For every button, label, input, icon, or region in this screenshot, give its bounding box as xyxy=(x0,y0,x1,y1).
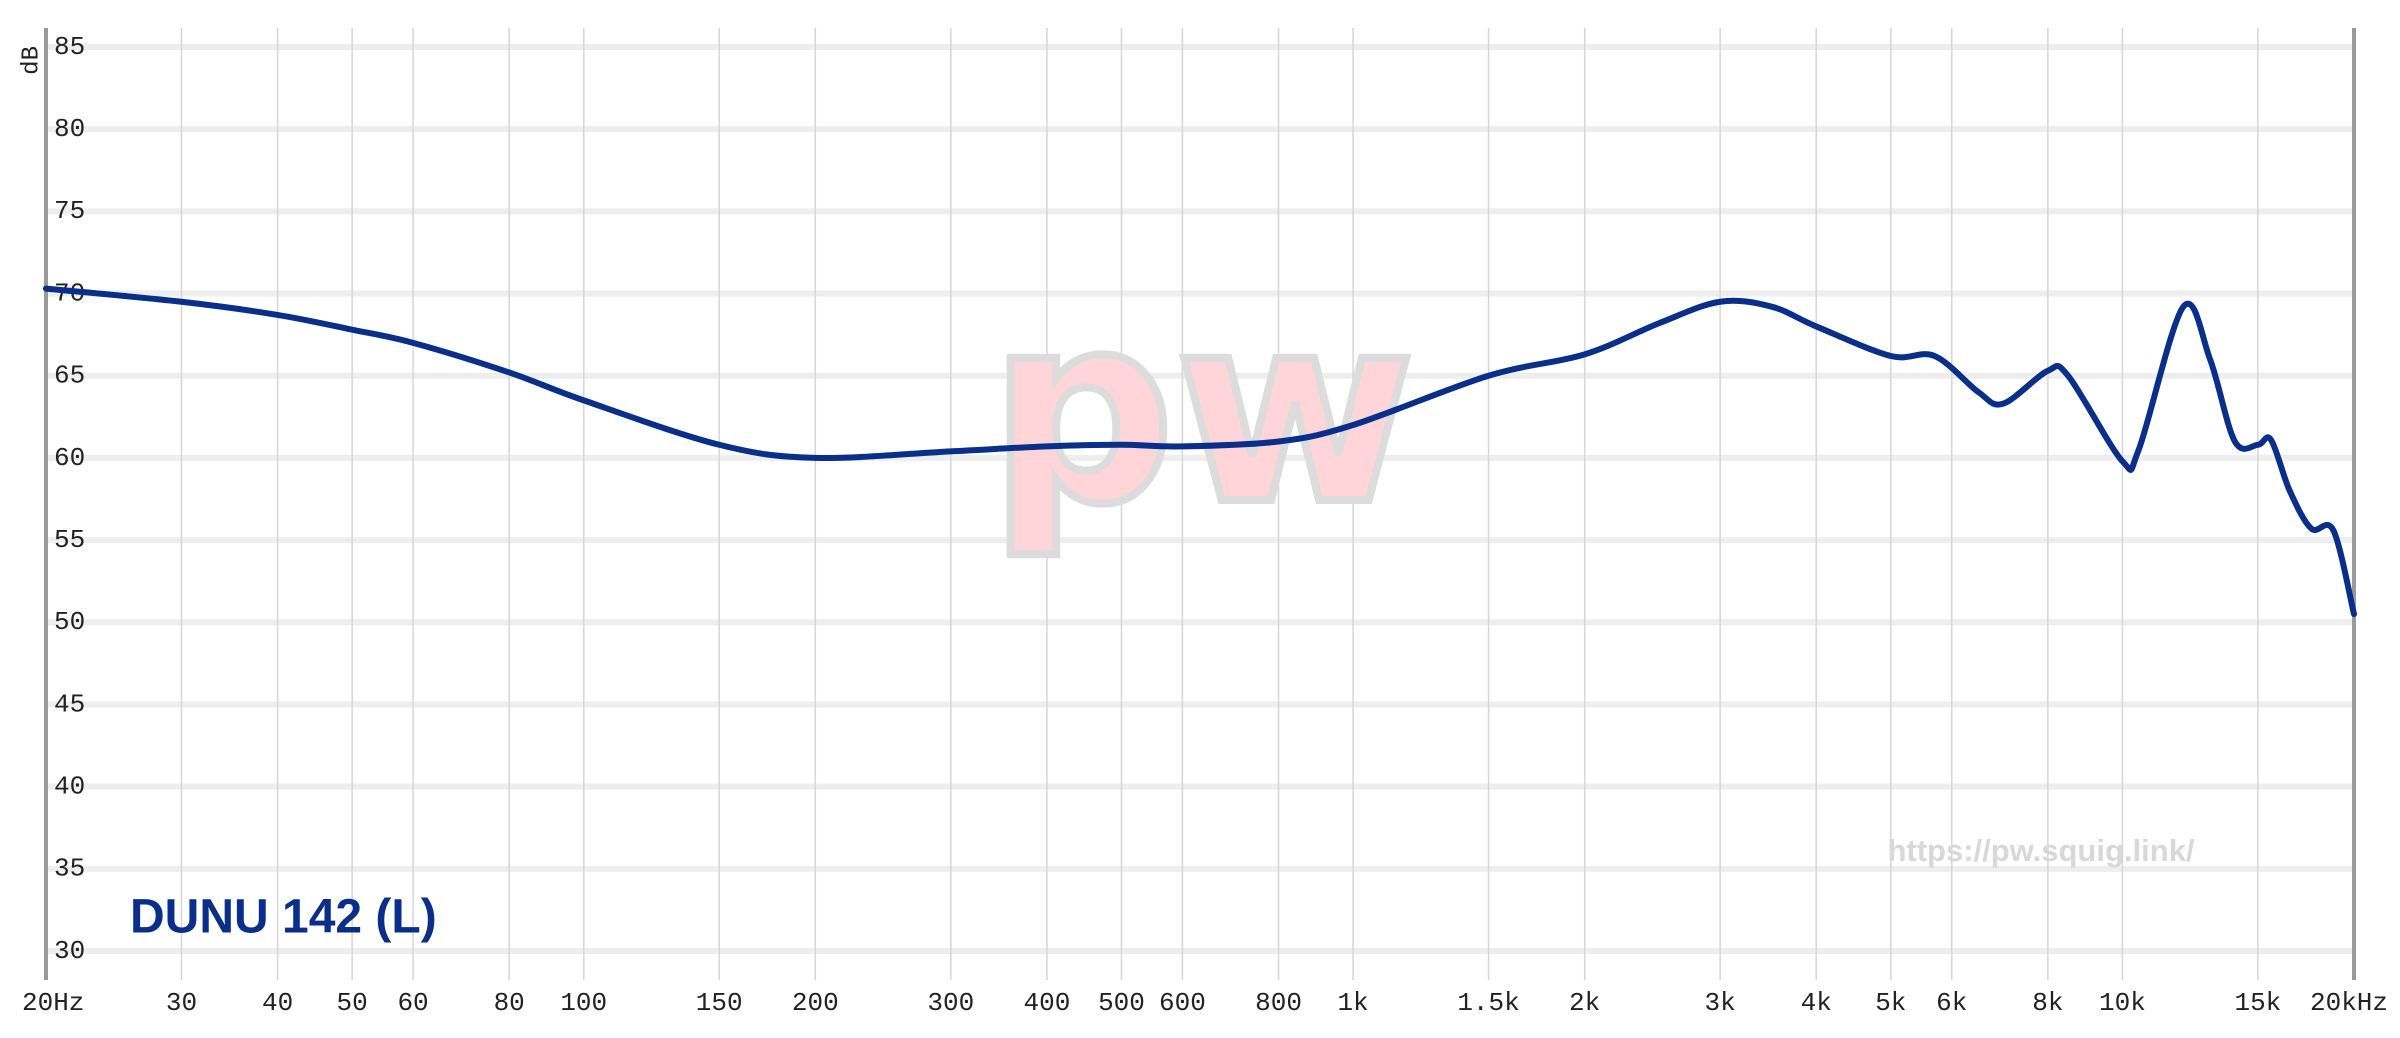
y-tick-label: 60 xyxy=(54,443,85,473)
x-tick-label: 4k xyxy=(1801,988,1832,1018)
x-tick-label: 100 xyxy=(560,988,607,1018)
x-tick-label: 1.5k xyxy=(1457,988,1519,1018)
y-tick-label: 50 xyxy=(54,607,85,637)
x-tick-label: 6k xyxy=(1936,988,1967,1018)
y-axis-label: dB xyxy=(18,46,45,75)
x-tick-label: 2k xyxy=(1569,988,1600,1018)
y-tick-label: 85 xyxy=(54,32,85,62)
x-tick-label: 60 xyxy=(397,988,428,1018)
x-tick-label: 150 xyxy=(696,988,743,1018)
x-tick-label: 30 xyxy=(166,988,197,1018)
x-tick-label: 10k xyxy=(2099,988,2146,1018)
x-tick-label: 800 xyxy=(1255,988,1302,1018)
x-tick-label: 400 xyxy=(1024,988,1071,1018)
x-tick-label: 8k xyxy=(2032,988,2063,1018)
legend-label: DUNU 142 (L) xyxy=(130,891,437,944)
y-tick-label: 35 xyxy=(54,854,85,884)
x-tick-label: 500 xyxy=(1098,988,1145,1018)
x-tick-label: 50 xyxy=(337,988,368,1018)
y-tick-label: 55 xyxy=(54,525,85,555)
y-tick-label: 80 xyxy=(54,114,85,144)
x-tick-label: 20kHz xyxy=(2310,988,2388,1018)
x-tick-label: 15k xyxy=(2234,988,2281,1018)
x-tick-label: 40 xyxy=(262,988,293,1018)
x-tick-label: 600 xyxy=(1159,988,1206,1018)
watermark-logo: pw xyxy=(989,260,1415,562)
y-tick-label: 40 xyxy=(54,772,85,802)
y-tick-label: 75 xyxy=(54,196,85,226)
y-tick-label: 45 xyxy=(54,689,85,719)
x-tick-label: 200 xyxy=(792,988,839,1018)
x-tick-label: 20Hz xyxy=(22,988,84,1018)
y-tick-label: 65 xyxy=(54,361,85,391)
x-tick-label: 5k xyxy=(1875,988,1906,1018)
x-tick-label: 80 xyxy=(494,988,525,1018)
watermark-url: https://pw.squig.link/ xyxy=(1887,833,2194,868)
y-tick-label: 30 xyxy=(54,936,85,966)
x-tick-label: 3k xyxy=(1705,988,1736,1018)
x-tick-label: 300 xyxy=(927,988,974,1018)
x-tick-label: 1k xyxy=(1337,988,1368,1018)
frequency-response-line xyxy=(43,285,2357,618)
